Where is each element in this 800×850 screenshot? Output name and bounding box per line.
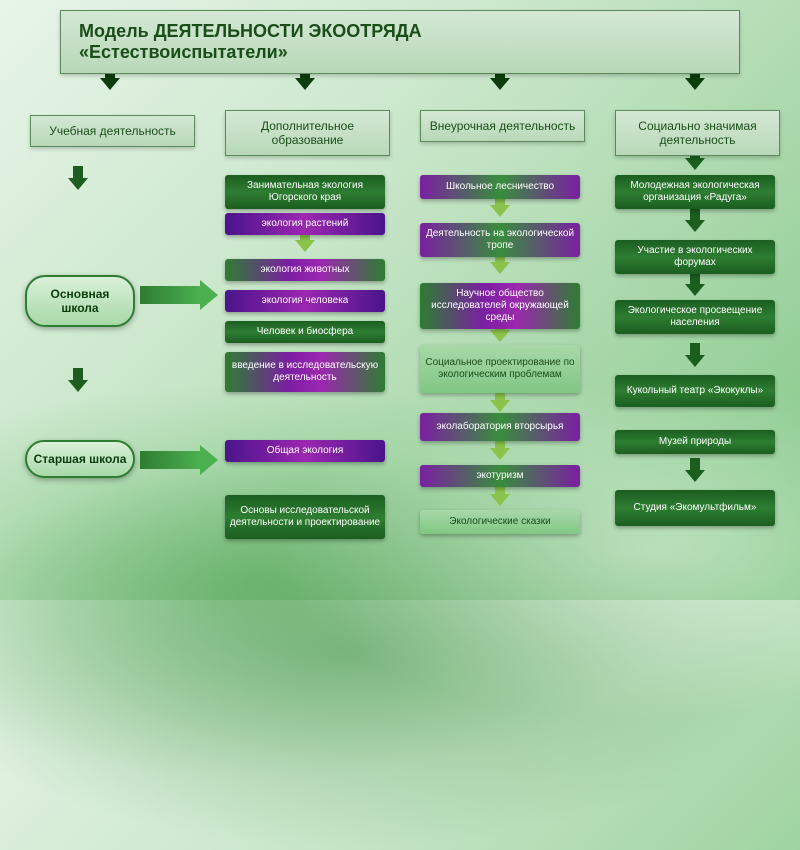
- category-box-1: Дополнительное образование: [225, 110, 390, 156]
- col3-item-5: экотуризм: [420, 465, 580, 487]
- col2-item-3: экология человека: [225, 290, 385, 312]
- col2-item-2: экология животных: [225, 259, 385, 281]
- category-box-0: Учебная деятельность: [30, 115, 195, 147]
- col2-item-5: введение в исследовательскую деятельност…: [225, 352, 385, 392]
- col2-item-0: Занимательная экология Югорского края: [225, 175, 385, 209]
- school-pill-0: Основная школа: [25, 275, 135, 327]
- col4-item-1: Участие в экологических форумах: [615, 240, 775, 274]
- col2-item-1: экология растений: [225, 213, 385, 235]
- col2-item-4: Человек и биосфера: [225, 321, 385, 343]
- col2-item-6: Общая экология: [225, 440, 385, 462]
- col3-item-3: Социальное проектирование по экологическ…: [420, 345, 580, 393]
- col3-item-1: Деятельность на экологической тропе: [420, 223, 580, 257]
- col3-item-0: Школьное лесничество: [420, 175, 580, 199]
- category-box-2: Внеурочная деятельность: [420, 110, 585, 142]
- category-box-3: Социально значимая деятельность: [615, 110, 780, 156]
- col3-item-4: эколаборатория вторсырья: [420, 413, 580, 441]
- col4-item-2: Экологическое просвещение населения: [615, 300, 775, 334]
- col3-item-2: Научное общество исследователей окружающ…: [420, 283, 580, 329]
- title-line2: «Естествоиспытатели»: [79, 42, 721, 63]
- title-line1: Модель ДЕЯТЕЛЬНОСТИ ЭКООТРЯДА: [79, 21, 721, 42]
- col3-item-6: Экологические сказки: [420, 510, 580, 534]
- col4-item-4: Музей природы: [615, 430, 775, 454]
- col4-item-0: Молодежная экологическая организация «Ра…: [615, 175, 775, 209]
- school-pill-1: Старшая школа: [25, 440, 135, 478]
- col4-item-3: Кукольный театр «Экокуклы»: [615, 375, 775, 407]
- col2-item-7: Основы исследовательской деятельности и …: [225, 495, 385, 539]
- title-box: Модель ДЕЯТЕЛЬНОСТИ ЭКООТРЯДА «Естествои…: [60, 10, 740, 74]
- col4-item-5: Студия «Экомультфильм»: [615, 490, 775, 526]
